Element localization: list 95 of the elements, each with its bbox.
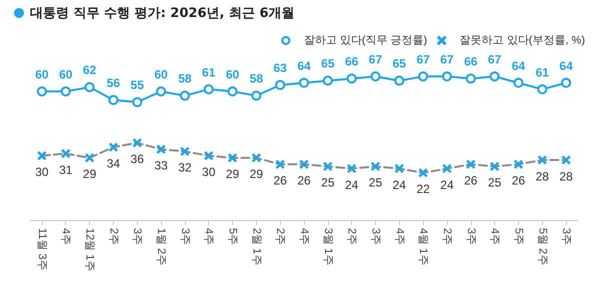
point [466, 74, 476, 84]
data-label: 22 [416, 182, 430, 196]
x-tick-label: 5주 [512, 228, 524, 246]
x-tick-label: 2주 [440, 228, 453, 246]
data-label: 33 [154, 158, 168, 173]
data-label: 63 [273, 61, 288, 75]
data-label: 61 [202, 65, 216, 80]
data-label: 24 [344, 178, 359, 192]
data-label: 67 [416, 52, 430, 66]
chart-title: 대통령 직무 수행 평가: 2026년, 최근 6개월 [30, 5, 295, 22]
data-label: 24 [392, 178, 406, 192]
x-tick-label: 12월 1주 [84, 228, 96, 272]
data-label: 30 [202, 164, 216, 179]
legend-label: 잘못하고 있다(부정률, %) [460, 34, 586, 46]
x-tick-label: 3주 [464, 228, 477, 246]
data-label: 65 [321, 56, 335, 71]
x-tick-label: 4월 1주 [417, 228, 430, 266]
data-label: 30 [35, 164, 49, 179]
x-tick-label: 3월 1주 [322, 228, 334, 266]
point [275, 80, 286, 90]
data-label: 26 [464, 174, 478, 188]
point [132, 97, 142, 108]
point [251, 90, 262, 101]
data-label: 26 [512, 174, 526, 188]
point [490, 71, 500, 82]
point [418, 71, 428, 82]
data-label: 64 [512, 58, 526, 73]
point [156, 86, 166, 96]
x-tick-label: 4주 [202, 228, 215, 246]
data-label: 56 [106, 76, 120, 90]
data-label: 60 [35, 67, 49, 82]
point [228, 86, 238, 96]
data-label: 29 [250, 167, 264, 182]
data-label: 26 [273, 174, 288, 188]
point [561, 78, 572, 88]
data-label: 29 [226, 167, 240, 182]
data-label: 66 [464, 54, 478, 69]
data-label: 64 [559, 58, 574, 73]
point [180, 90, 190, 101]
legend-label: 잘하고 있다(직무 긍정률) [304, 34, 428, 46]
data-label: 24 [440, 178, 454, 192]
x-tick-label: 3주 [178, 228, 191, 246]
x-tick-label: 3주 [131, 228, 144, 246]
data-label: 28 [559, 169, 574, 184]
x-tick-label: 5월 2주 [536, 228, 548, 266]
data-label: 28 [536, 169, 550, 184]
point [537, 84, 548, 94]
data-label: 25 [321, 176, 335, 190]
x-tick-label: 2월 1주 [250, 228, 262, 266]
data-label: 25 [488, 176, 502, 190]
x-tick-label: 4주 [60, 228, 72, 246]
data-label: 34 [106, 156, 120, 170]
point [108, 95, 118, 105]
data-label: 66 [344, 54, 359, 69]
point [204, 84, 214, 94]
data-label: 58 [178, 72, 192, 86]
x-tick-label: 2주 [274, 228, 286, 246]
data-label: 25 [368, 176, 382, 190]
data-label: 36 [130, 152, 144, 166]
point [84, 82, 95, 92]
point [442, 71, 452, 82]
x-tick-label: 11월 3주 [36, 228, 48, 271]
point [60, 86, 71, 96]
x-tick-label: 4주 [393, 228, 406, 246]
data-label: 31 [59, 162, 73, 177]
data-label: 58 [250, 72, 264, 86]
x-tick-label: 5주 [226, 228, 239, 246]
data-label: 67 [368, 52, 382, 66]
data-label: 26 [297, 174, 311, 188]
x-tick-label: 4주 [298, 228, 310, 246]
x-tick-label: 4주 [488, 228, 501, 246]
data-label: 67 [440, 52, 454, 66]
data-label: 67 [488, 52, 502, 66]
point [513, 78, 524, 88]
point [36, 86, 47, 96]
x-tick-label: 2주 [346, 228, 358, 246]
point [322, 76, 333, 86]
data-label: 29 [82, 167, 97, 182]
x-tick-label: 3주 [369, 228, 382, 246]
point [370, 71, 380, 82]
data-label: 61 [536, 65, 550, 80]
point [299, 78, 309, 88]
data-label: 62 [82, 63, 97, 78]
point [394, 76, 404, 86]
data-label: 60 [226, 67, 240, 82]
x-tick-label: 3주 [560, 228, 572, 246]
x-tick-label: 1월 2주 [155, 228, 168, 266]
data-label: 60 [59, 67, 73, 82]
data-label: 60 [154, 67, 168, 82]
data-label: 64 [297, 58, 311, 73]
data-label: 32 [178, 160, 192, 175]
point [346, 74, 357, 84]
x-tick-label: 2주 [107, 228, 120, 246]
data-label: 55 [130, 78, 144, 92]
data-label: 65 [392, 56, 406, 71]
